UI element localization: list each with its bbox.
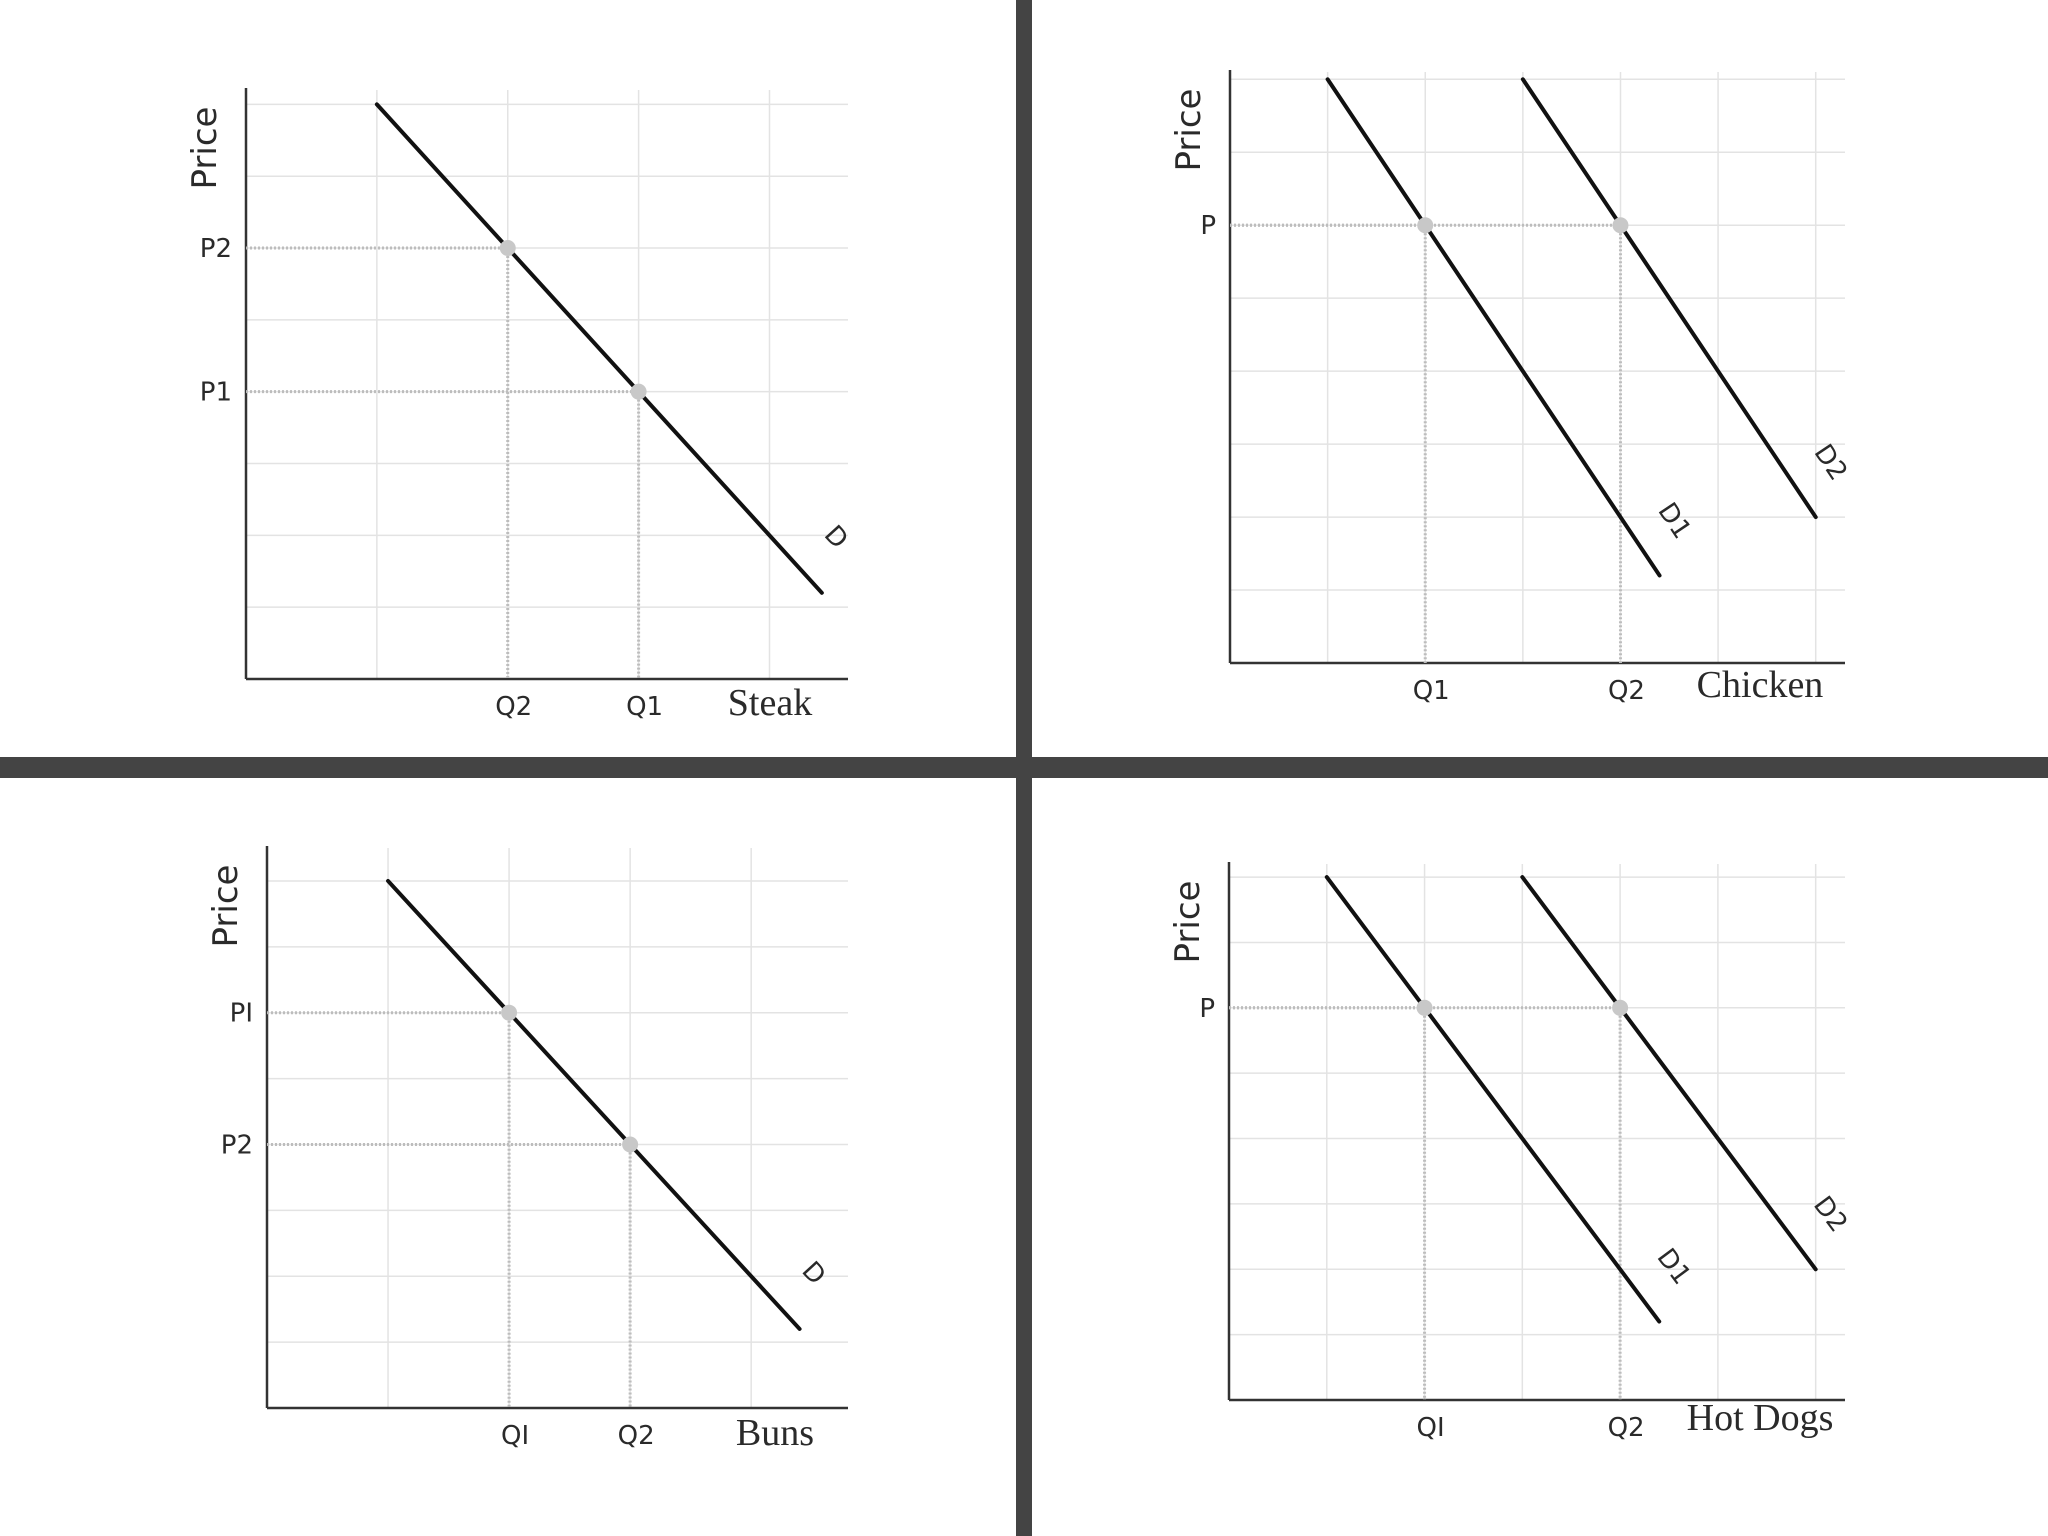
x-tick-label: Q2 bbox=[1608, 1413, 1645, 1443]
data-point bbox=[499, 240, 516, 257]
demand-curve-d bbox=[374, 102, 824, 595]
demand-curve-d1 bbox=[1324, 875, 1662, 1324]
x-tick-label: Q2 bbox=[1608, 676, 1645, 706]
data-point bbox=[1417, 217, 1434, 234]
demand-curve-d bbox=[386, 878, 802, 1331]
y-axis-label: Price bbox=[185, 107, 225, 190]
x-tick-label: Q1 bbox=[626, 692, 663, 722]
data-point bbox=[1416, 999, 1433, 1016]
x-tick-label: Q2 bbox=[495, 692, 532, 722]
data-point bbox=[630, 383, 647, 400]
y-tick-label: P2 bbox=[200, 234, 232, 264]
y-axis-label: Price bbox=[1169, 89, 1209, 172]
y-tick-label: P2 bbox=[221, 1130, 253, 1160]
y-tick-label: P bbox=[1199, 994, 1215, 1024]
demand-curve-d2 bbox=[1520, 77, 1818, 520]
x-tick-label: Q2 bbox=[618, 1421, 655, 1451]
data-point bbox=[622, 1136, 639, 1153]
y-tick-label: P1 bbox=[200, 378, 232, 408]
x-axis-label: Steak bbox=[728, 682, 812, 724]
data-point bbox=[1612, 217, 1629, 234]
y-tick-label: PI bbox=[230, 999, 253, 1029]
y-axis-label: Price bbox=[206, 865, 246, 948]
x-tick-label: Q1 bbox=[1413, 676, 1450, 706]
x-tick-label: QI bbox=[1416, 1413, 1444, 1443]
y-axis-label: Price bbox=[1168, 881, 1208, 964]
x-tick-label: QI bbox=[501, 1421, 529, 1451]
demand-curve-d2 bbox=[1520, 875, 1818, 1272]
x-axis-label: Hot Dogs bbox=[1687, 1397, 1834, 1439]
y-tick-label: P bbox=[1200, 211, 1216, 241]
data-point bbox=[1612, 999, 1629, 1016]
x-axis-label: Buns bbox=[736, 1412, 814, 1454]
demand-curve-d1 bbox=[1325, 77, 1662, 578]
horizontal-divider bbox=[0, 757, 2048, 778]
x-axis-label: Chicken bbox=[1697, 664, 1824, 706]
data-point bbox=[501, 1004, 518, 1021]
